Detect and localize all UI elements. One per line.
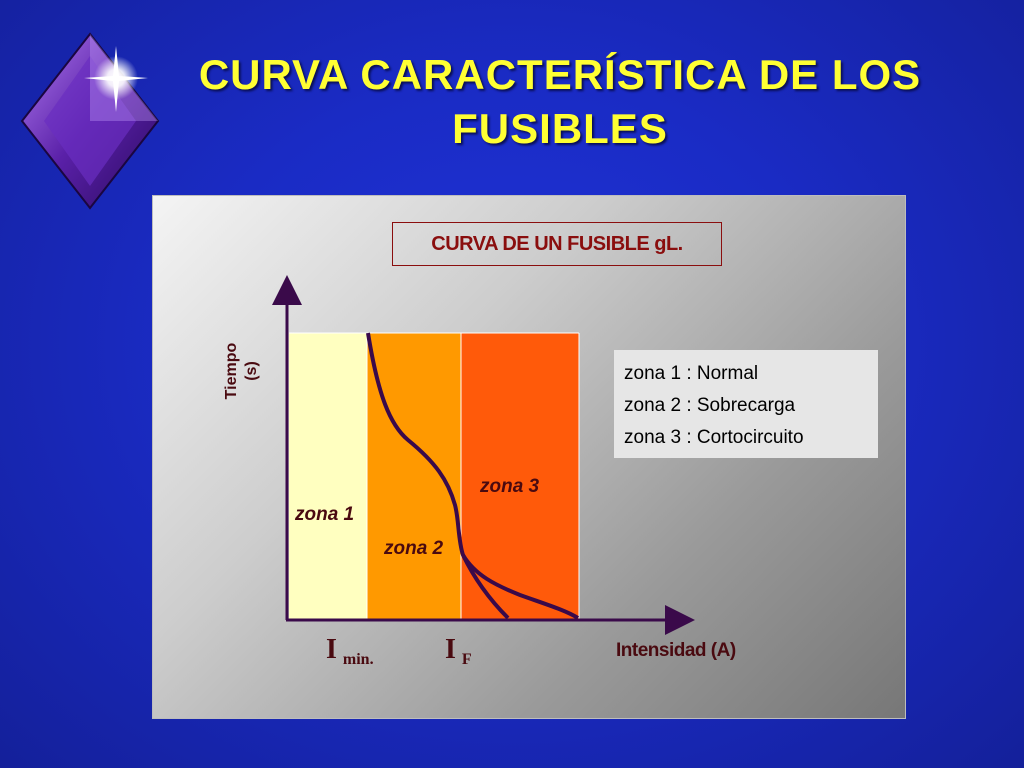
- zone-2-region: [367, 333, 461, 619]
- title-line-2: FUSIBLES: [452, 105, 668, 152]
- legend-item: zona 2 : Sobrecarga: [624, 395, 796, 416]
- fuse-curve-upper: [366, 332, 510, 620]
- slide-title: CURVA CARACTERÍSTICA DE LOS FUSIBLES: [110, 48, 1010, 156]
- chart-title: CURVA DE UN FUSIBLE gL.: [392, 222, 722, 266]
- zone-2-label: zona 2: [384, 538, 444, 559]
- zone-1-region: [289, 333, 367, 619]
- legend-item: zona 1 : Normal: [624, 363, 759, 384]
- title-line-1: CURVA CARACTERÍSTICA DE LOS: [198, 51, 922, 98]
- y-axis-label-line-1: Tiempo: [223, 342, 240, 400]
- i-min-symbol: I: [326, 634, 337, 665]
- i-min-subscript: min.: [342, 651, 374, 668]
- x-axis-label: Intensidad (A): [616, 640, 736, 661]
- zone-legend: zona 1 : Normal zona 2 : Sobrecarga zona…: [614, 350, 878, 458]
- y-axis-label-line-2: (s): [243, 361, 260, 381]
- fuse-curve-lower: [461, 553, 580, 620]
- i-f-subscript: F: [461, 651, 472, 668]
- legend-item: zona 3 : Cortocircuito: [624, 427, 804, 448]
- zone-1-label: zona 1: [295, 504, 355, 525]
- zone-3-label: zona 3: [480, 476, 540, 497]
- zone-3-region: [461, 333, 579, 619]
- y-axis-label: Tiempo (s): [222, 321, 274, 421]
- diamond-logo-icon: [20, 32, 160, 210]
- i-f-symbol: I: [445, 634, 456, 665]
